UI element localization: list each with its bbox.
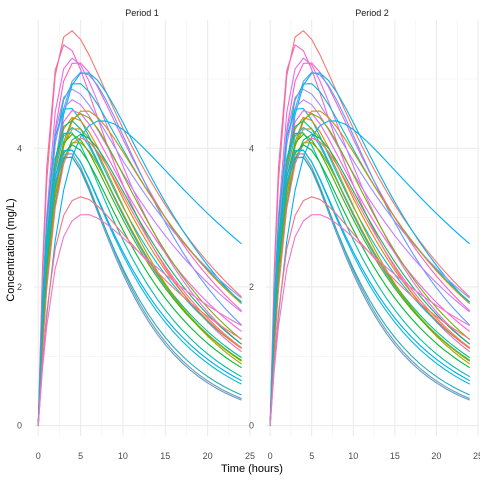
- y-tick-label: 2: [17, 282, 22, 292]
- panel-period-1: Period 1 0 5 10 15 20 25 024: [17, 8, 255, 461]
- series-line: [37, 88, 242, 426]
- series-line: [269, 144, 470, 426]
- panel-title-period-2: Period 2: [355, 8, 389, 18]
- series-line: [37, 62, 242, 426]
- series-line: [269, 113, 471, 426]
- x-tick-label: 5: [309, 451, 314, 461]
- panel-period-2: Period 2 0 5 10 15 20 25 0 2 4: [249, 8, 480, 461]
- x-axis-title: Time (hours): [221, 463, 283, 475]
- series-line: [269, 30, 471, 426]
- series-line: [37, 72, 242, 426]
- series-line: [37, 44, 242, 426]
- series-line: [37, 99, 242, 426]
- y-ticks-period-1: 0 2 4: [17, 143, 22, 430]
- series-line: [269, 116, 471, 426]
- series-line: [269, 99, 471, 426]
- series-line: [269, 57, 471, 426]
- series-line: [37, 149, 242, 426]
- series-line: [269, 149, 470, 426]
- series-line: [269, 156, 470, 426]
- series-line: [269, 71, 471, 426]
- series-line: [37, 71, 242, 426]
- y-axis-title: Concentration (mg/L): [5, 198, 17, 301]
- series-line: [269, 62, 471, 426]
- x-tick-label: 0: [36, 451, 41, 461]
- panel-title-period-1: Period 1: [125, 8, 159, 18]
- x-tick-label: 20: [431, 451, 441, 461]
- series-line: [269, 120, 471, 426]
- series-line: [269, 44, 471, 426]
- series-lines-period-1: [37, 30, 242, 426]
- x-tick-label: 15: [160, 451, 170, 461]
- x-tick-label: 10: [118, 451, 128, 461]
- series-line: [37, 149, 242, 426]
- x-ticks-period-2: 0 5 10 15 20 25: [268, 451, 480, 461]
- series-line: [37, 144, 242, 426]
- series-line: [37, 109, 242, 426]
- series-lines-period-2: [269, 30, 471, 426]
- grid-period-1: [34, 20, 251, 436]
- series-line: [269, 153, 470, 426]
- series-line: [37, 113, 242, 426]
- x-tick-label: 20: [203, 451, 213, 461]
- y-tick-label: 4: [249, 143, 254, 153]
- x-tick-label: 15: [390, 451, 400, 461]
- series-line: [269, 72, 471, 426]
- series-line: [37, 57, 242, 426]
- x-tick-label: 5: [78, 451, 83, 461]
- series-line: [269, 88, 471, 426]
- series-line: [269, 214, 470, 426]
- series-line: [37, 156, 242, 426]
- x-tick-label: 10: [348, 451, 358, 461]
- y-ticks-period-2: 0 2 4: [249, 143, 254, 430]
- series-line: [37, 116, 242, 426]
- series-line: [37, 137, 242, 426]
- series-line: [269, 142, 471, 426]
- series-line: [269, 149, 470, 426]
- x-ticks-period-1: 0 5 10 15 20 25: [36, 451, 255, 461]
- series-line: [269, 109, 471, 426]
- series-line: [37, 120, 242, 426]
- series-line: [37, 108, 242, 426]
- y-tick-label: 0: [249, 421, 254, 431]
- series-line: [37, 214, 242, 426]
- y-tick-label: 4: [17, 143, 22, 153]
- series-line: [269, 132, 470, 426]
- series-line: [37, 153, 242, 426]
- series-line: [269, 128, 471, 426]
- series-line: [37, 128, 242, 426]
- y-tick-label: 2: [249, 282, 254, 292]
- series-line: [269, 137, 471, 426]
- y-tick-label: 0: [17, 421, 22, 431]
- series-line: [37, 142, 242, 426]
- x-tick-label: 0: [268, 451, 273, 461]
- x-tick-label: 25: [473, 451, 480, 461]
- x-tick-label: 25: [245, 451, 255, 461]
- series-line: [37, 30, 242, 426]
- series-line: [37, 132, 242, 426]
- series-line: [269, 108, 471, 426]
